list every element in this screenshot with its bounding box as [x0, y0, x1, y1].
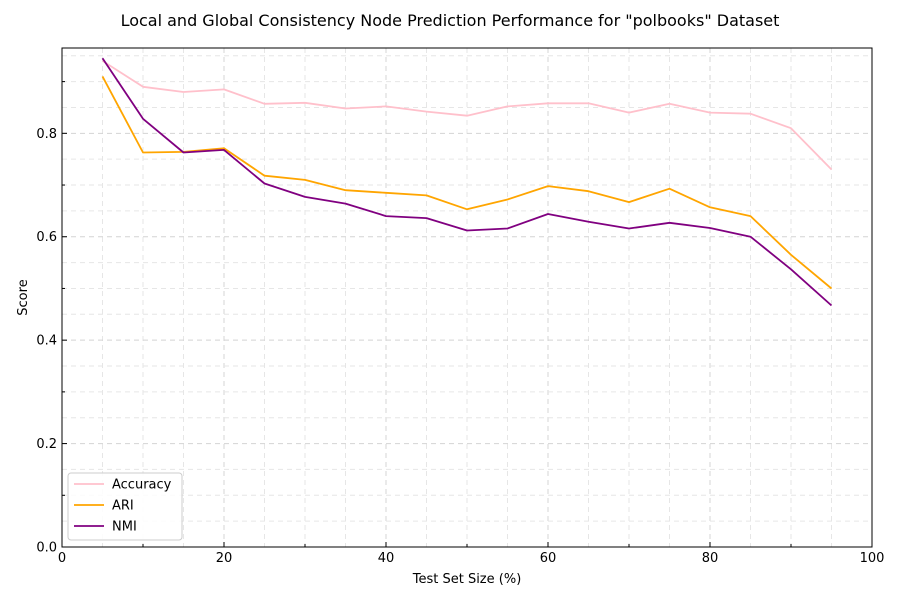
axis-ticks: 0 20 40 60 80 100 0.0 0.2 0.4 0.6 0.8	[36, 81, 885, 566]
legend-label-ari: ARI	[112, 499, 134, 514]
grid	[62, 48, 872, 547]
series-lines	[101, 57, 833, 307]
y-tick-label: 0.6	[36, 230, 57, 245]
y-tick-label: 0.4	[36, 334, 57, 349]
legend: Accuracy ARI NMI	[67, 472, 183, 541]
x-tick-label: 0	[58, 551, 66, 566]
x-axis-label: Test Set Size (%)	[412, 572, 522, 587]
x-tick-label: 100	[860, 551, 885, 566]
series-line-nmi	[101, 57, 833, 307]
y-tick-label: 0.8	[36, 127, 57, 142]
series-line-ari	[101, 75, 833, 290]
legend-label-accuracy: Accuracy	[112, 478, 172, 493]
legend-label-nmi: NMI	[112, 520, 137, 535]
y-axis-label: Score	[16, 279, 31, 315]
y-tick-label: 0.2	[36, 437, 57, 452]
x-tick-label: 20	[216, 551, 233, 566]
legend-box	[67, 472, 183, 541]
x-tick-label: 80	[702, 551, 719, 566]
chart-title: Local and Global Consistency Node Predic…	[121, 11, 780, 30]
series-line-accuracy	[102, 60, 833, 171]
y-tick-label: 0.0	[36, 541, 57, 556]
x-tick-label: 60	[540, 551, 557, 566]
x-tick-label: 40	[378, 551, 395, 566]
